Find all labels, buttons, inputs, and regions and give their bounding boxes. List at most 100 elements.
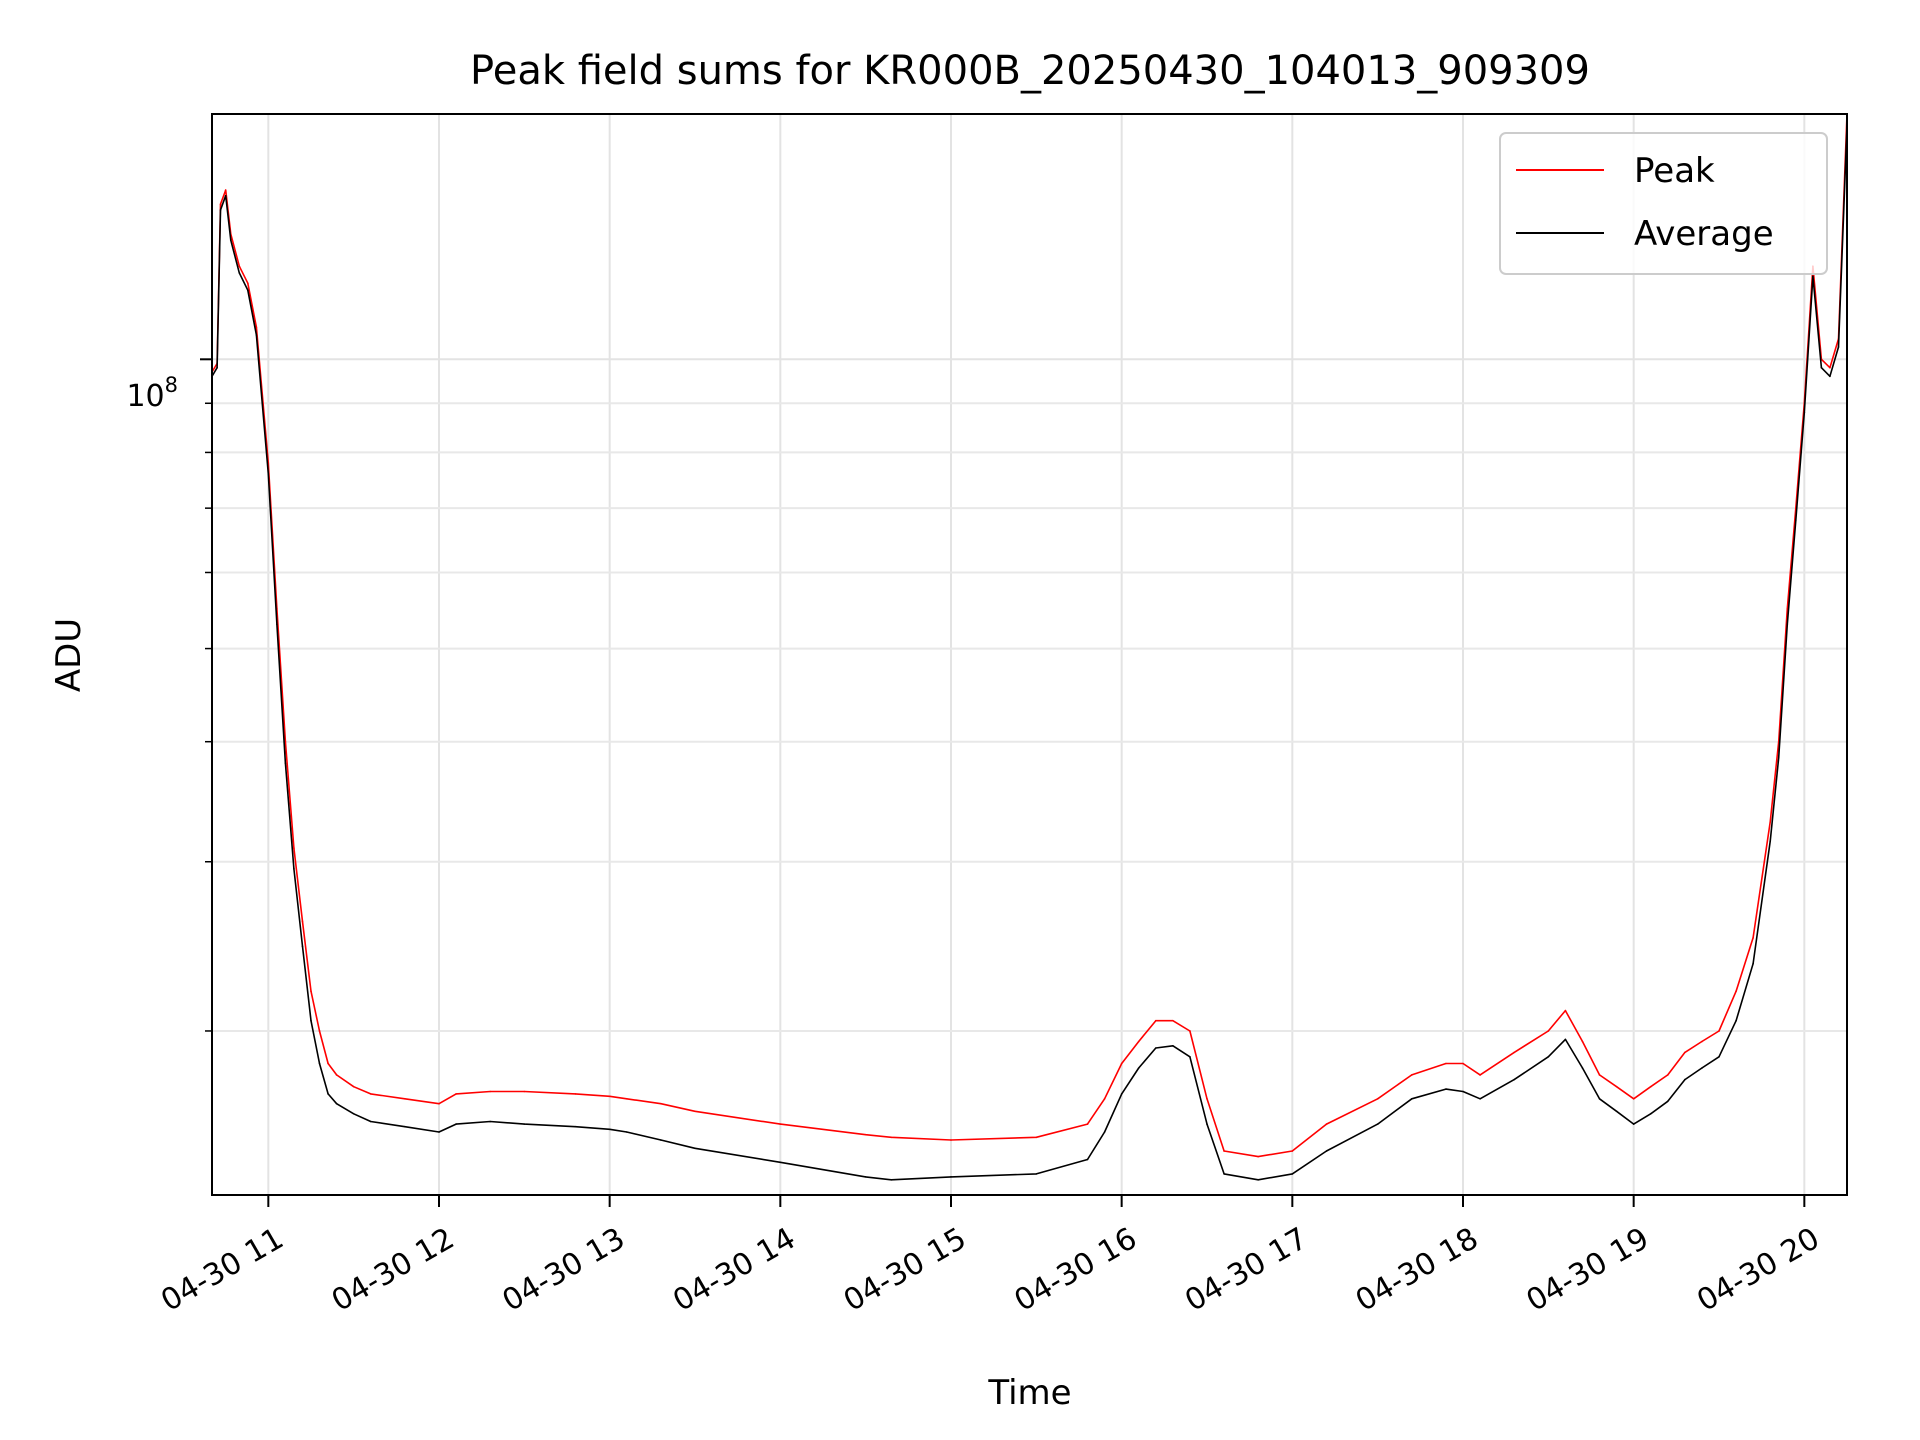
data-point-average	[1445, 1088, 1447, 1090]
data-point-peak	[1325, 1123, 1328, 1125]
data-point-peak	[404, 1097, 406, 1100]
data-point-average	[1410, 1097, 1413, 1100]
data-point-peak	[1462, 1062, 1464, 1065]
data-point-average	[1206, 1123, 1208, 1125]
data-point-average	[455, 1123, 457, 1125]
data-point-peak	[1684, 1051, 1686, 1054]
data-point-peak	[1564, 1009, 1567, 1012]
data-point-average	[404, 1125, 406, 1128]
data-point-peak	[1598, 1074, 1601, 1076]
data-point-peak	[352, 1085, 355, 1088]
data-point-peak	[625, 1097, 628, 1100]
data-point-average	[1547, 1055, 1550, 1058]
data-point-peak	[1291, 1150, 1294, 1152]
data-point-average	[293, 867, 295, 870]
data-point-peak	[438, 1102, 440, 1105]
data-point-peak	[694, 1110, 696, 1113]
data-point-peak	[1701, 1040, 1703, 1043]
data-point-peak	[608, 1095, 611, 1098]
data-point-average	[369, 1120, 372, 1123]
data-point-peak	[779, 1123, 782, 1125]
data-point-average	[255, 334, 258, 336]
data-point-peak	[1137, 1040, 1140, 1043]
data-point-average	[335, 1102, 338, 1105]
x-axis-label: Time	[987, 1373, 1071, 1413]
data-point-peak	[1718, 1030, 1720, 1032]
data-point-average	[224, 194, 227, 197]
data-point-average	[523, 1123, 526, 1125]
data-point-average	[694, 1147, 696, 1150]
data-point-peak	[369, 1093, 372, 1095]
data-point-average	[1598, 1097, 1601, 1100]
data-point-average	[267, 473, 270, 475]
data-point-peak	[255, 326, 258, 328]
data-point-average	[1684, 1078, 1686, 1081]
ticks	[200, 358, 1806, 1207]
data-point-peak	[1154, 1019, 1157, 1022]
data-point-peak	[660, 1102, 662, 1105]
data-point-average	[1137, 1067, 1140, 1069]
data-point-average	[779, 1161, 782, 1164]
data-point-peak	[1257, 1155, 1259, 1158]
data-point-average	[1086, 1158, 1089, 1161]
data-point-peak	[1189, 1030, 1191, 1032]
data-point-peak	[318, 1030, 321, 1032]
data-point-peak	[1735, 990, 1737, 992]
data-point-average	[1632, 1123, 1635, 1125]
data-point-average	[1649, 1112, 1652, 1115]
data-point-peak	[219, 203, 222, 206]
data-point-peak	[455, 1093, 457, 1095]
data-point-average	[229, 239, 232, 242]
plot-frame	[211, 113, 1848, 1196]
data-point-peak	[1035, 1136, 1038, 1139]
data-point-peak	[1103, 1097, 1106, 1100]
data-point-peak	[293, 847, 295, 849]
data-point-peak	[1223, 1150, 1225, 1152]
data-point-average	[1777, 756, 1780, 759]
data-point-peak	[489, 1090, 491, 1093]
data-point-average	[327, 1093, 329, 1095]
data-point-average	[1376, 1123, 1379, 1125]
data-point-peak	[574, 1093, 577, 1095]
data-point-peak	[1666, 1074, 1669, 1076]
data-point-peak	[1649, 1085, 1652, 1088]
y-tick-label-1e8: 108	[126, 373, 178, 414]
data-point-average	[489, 1120, 491, 1123]
data-point-average	[1325, 1150, 1328, 1152]
data-point-peak	[864, 1133, 867, 1136]
data-point-peak	[224, 189, 227, 191]
data-point-average	[1103, 1131, 1106, 1133]
data-point-average	[1735, 1019, 1737, 1022]
data-point-average	[1803, 411, 1806, 414]
data-point-average	[1829, 375, 1831, 378]
data-point-peak	[1120, 1062, 1123, 1065]
data-point-peak	[1445, 1062, 1447, 1065]
data-point-peak	[335, 1074, 338, 1076]
data-point-average	[1837, 346, 1840, 348]
data-point-average	[219, 209, 222, 211]
data-point-average	[1035, 1173, 1038, 1175]
data-point-peak	[1547, 1030, 1550, 1032]
data-point-average	[1291, 1173, 1294, 1175]
data-point-average	[1189, 1055, 1191, 1058]
data-point-peak	[1581, 1040, 1584, 1043]
legend: Peak Average	[1499, 132, 1828, 275]
data-point-peak	[1206, 1097, 1208, 1100]
grid	[212, 114, 1847, 1195]
data-point-peak	[1632, 1097, 1635, 1100]
data-point-peak	[523, 1090, 526, 1093]
data-point-average	[276, 623, 278, 626]
data-point-average	[625, 1131, 628, 1133]
data-point-average	[284, 762, 287, 764]
chart-title: Peak field sums for KR000B_20250430_1040…	[470, 48, 1590, 94]
data-point-peak	[284, 740, 287, 743]
data-point-average	[216, 366, 218, 369]
data-point-average	[1479, 1097, 1481, 1100]
data-point-peak	[1479, 1074, 1481, 1076]
data-point-average	[438, 1131, 440, 1133]
legend-box	[1499, 132, 1828, 275]
data-point-peak	[950, 1139, 952, 1141]
data-point-average	[318, 1062, 321, 1065]
data-point-average	[1769, 840, 1771, 843]
